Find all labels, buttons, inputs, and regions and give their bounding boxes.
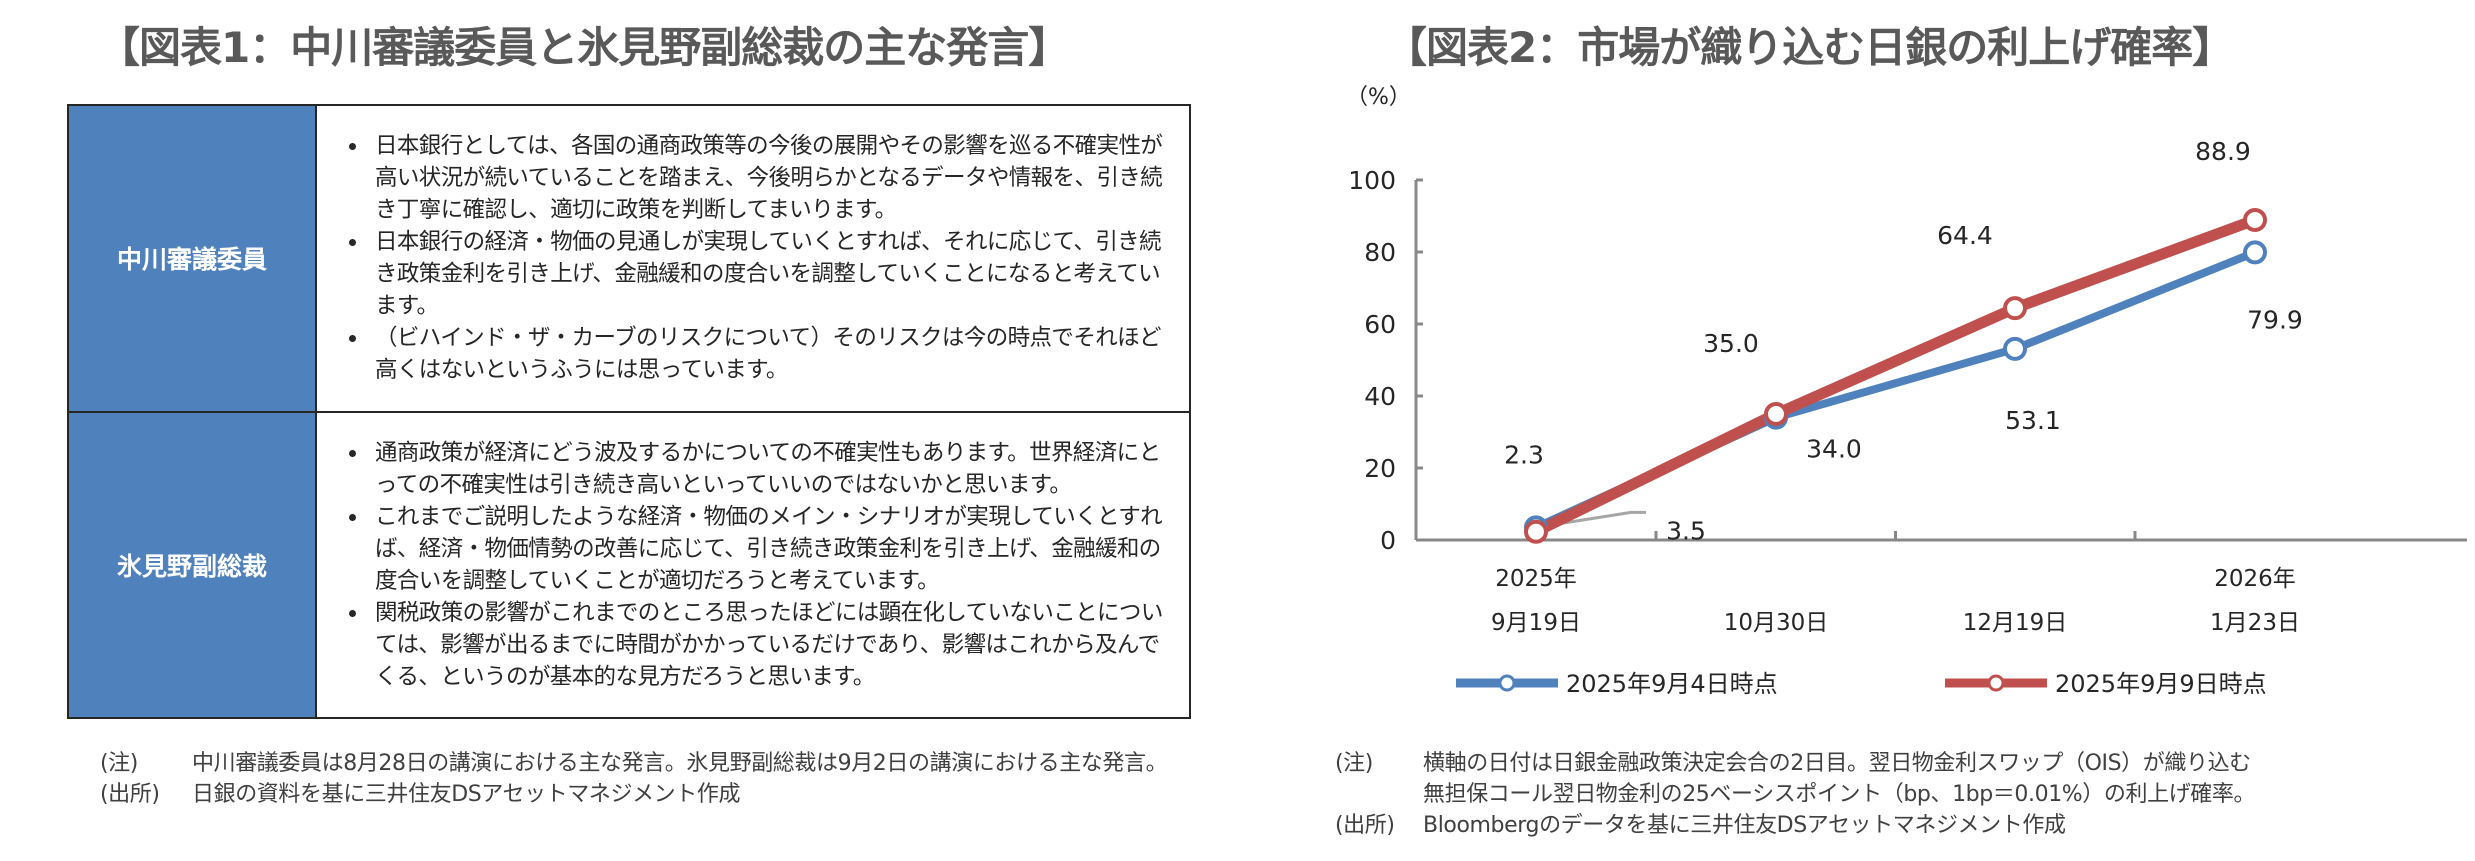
figure1-title: 【図表1：中川審議委員と氷見野副総裁の主な発言】 (98, 23, 1070, 72)
note-label: (注) (1335, 751, 1373, 776)
speaker-cell: 氷見野副総裁 (67, 410, 317, 719)
y-tick-label: 0 (1380, 526, 1396, 555)
data-point (2243, 240, 2267, 265)
data-point (2003, 336, 2027, 361)
x-tick-label: 1月23日 (2210, 610, 2300, 636)
quote-bullet: （ビハインド・ザ・カーブのリスクについて）そのリスクは今の時点でそれほど高くはな… (369, 322, 1175, 386)
x-tick-label-year: 2026年 (2214, 566, 2296, 592)
y-axis-unit: （%） (1346, 85, 1411, 110)
quote-cell: 日本銀行としては、各国の通商政策等の今後の展開やその影響を巡る不確実性が高い状況… (315, 104, 1191, 413)
data-label: 2.3 (1504, 441, 1544, 470)
quote-cell: 通商政策が経済にどう波及するかについての不確実性もあります。世界経済にとっての不… (315, 410, 1191, 719)
table-row: 氷見野副総裁 通商政策が経済にどう波及するかについての不確実性もあります。世界経… (67, 410, 1191, 719)
legend-marker (1987, 674, 2005, 692)
data-label-leader-line (1535, 510, 1646, 529)
x-tick-label: 10月30日 (1724, 610, 1829, 636)
source-label: (出所) (1335, 813, 1395, 838)
data-label: 88.9 (2195, 137, 2251, 166)
y-tick-label: 40 (1364, 382, 1396, 411)
source-text: 日銀の資料を基に三井住友DSアセットマネジメント作成 (192, 782, 741, 807)
figure2-notes: (注) 横軸の日付は日銀金融政策決定会合の2日目。翌日物金利スワップ（OIS）が織… (1335, 748, 2465, 841)
series-line-2 (1533, 214, 2257, 537)
data-point (2003, 296, 2027, 321)
table-row: 中川審議委員 日本銀行としては、各国の通商政策等の今後の展開やその影響を巡る不確… (67, 104, 1191, 413)
data-label: 35.0 (1703, 329, 1759, 358)
y-tick-label: 60 (1364, 310, 1396, 339)
data-label: 3.5 (1666, 516, 1706, 545)
rate-hike-probability-chart: （%） 0 20 40 60 80 100 2025年 9月19日 10月30日 12月19日 202… (1346, 85, 2467, 698)
note-text-1: 横軸の日付は日銀金融政策決定会合の2日目。翌日物金利スワップ（OIS）が織り込む (1423, 751, 2251, 776)
legend-label: 2025年9月4日時点 (1566, 670, 1778, 698)
quote-bullet: 関税政策の影響がこれまでのところ思ったほどには顕在化していないことについては、影… (369, 597, 1175, 693)
speaker-cell: 中川審議委員 (67, 104, 317, 413)
data-point (2243, 207, 2267, 232)
quote-bullet: これまでご説明したような経済・物価のメイン・シナリオが実現していくとすれば、経済… (369, 501, 1175, 597)
data-point (1524, 519, 1548, 544)
x-tick-label-year: 2025年 (1495, 566, 1577, 592)
series-line-1 (1534, 248, 2257, 532)
data-point (1764, 402, 1788, 426)
figure2-title: 【図表2：市場が織り込む日銀の利上げ確率】 (1385, 23, 2234, 72)
y-tick-label: 100 (1348, 166, 1396, 195)
quote-bullet: 日本銀行の経済・物価の見通しが実現していくとすれば、それに応じて、引き続き政策金… (369, 226, 1175, 322)
x-tick-label: 12月19日 (1963, 610, 2068, 636)
quote-bullet: 日本銀行としては、各国の通商政策等の今後の展開やその影響を巡る不確実性が高い状況… (369, 130, 1175, 226)
y-tick-label: 20 (1364, 454, 1396, 483)
note-text: 中川審議委員は8月28日の講演における主な発言。氷見野副総裁は9月2日の講演にお… (192, 751, 1168, 776)
legend-marker (1498, 674, 1516, 692)
quote-bullet: 通商政策が経済にどう波及するかについての不確実性もあります。世界経済にとっての不… (369, 437, 1175, 501)
y-tick-label: 80 (1364, 238, 1396, 267)
source-label: (出所) (100, 782, 160, 807)
note-label: (注) (100, 751, 138, 776)
source-text: Bloombergのデータを基に三井住友DSアセットマネジメント作成 (1423, 813, 2066, 838)
data-label: 64.4 (1937, 221, 1993, 250)
legend-label: 2025年9月9日時点 (2055, 670, 2267, 698)
figure1-notes: (注) 中川審議委員は8月28日の講演における主な発言。氷見野副総裁は9月2日の講… (100, 748, 1220, 810)
x-tick-label: 9月19日 (1491, 610, 1581, 636)
data-label: 53.1 (2005, 406, 2061, 435)
data-label: 34.0 (1806, 435, 1862, 464)
note-text-2: 無担保コール翌日物金利の25ベーシスポイント（bp、1bp＝0.01%）の利上げ… (1423, 782, 2256, 807)
data-label: 79.9 (2247, 305, 2303, 334)
quotes-table: 中川審議委員 日本銀行としては、各国の通商政策等の今後の展開やその影響を巡る不確… (67, 104, 1191, 719)
